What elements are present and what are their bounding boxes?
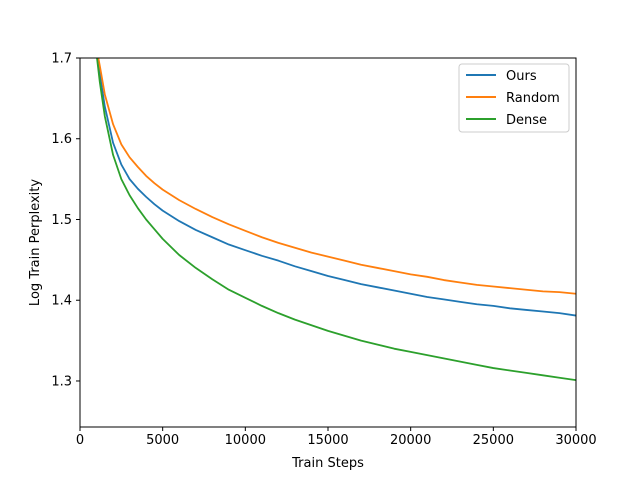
legend-label-dense: Dense [506,113,547,128]
x-tick-label: 5000 [146,433,179,448]
series-line-ours [96,58,576,317]
x-tick-label: 0 [76,433,84,448]
y-axis: 1.3 1.4 1.5 1.6 1.7 [51,52,80,389]
series-line-random [97,58,576,295]
x-axis: 0 5000 10000 15000 20000 25000 30000 [76,427,597,448]
series-line-dense [96,58,576,382]
y-tick-label: 1.4 [51,294,72,309]
legend-label-ours: Ours [506,69,537,84]
x-tick-label: 25000 [473,433,514,448]
y-tick-label: 1.3 [51,374,72,389]
legend-label-random: Random [506,91,560,106]
x-tick-label: 30000 [555,433,596,448]
series-layer [96,58,576,382]
y-tick-label: 1.6 [51,132,72,147]
y-axis-title: Log Train Perplexity [28,179,43,306]
x-tick-label: 15000 [307,433,348,448]
y-tick-label: 1.5 [51,213,72,228]
legend-box [458,63,570,133]
legend: Ours Random Dense [458,63,570,133]
x-tick-label: 10000 [225,433,266,448]
y-tick-label: 1.7 [51,52,72,67]
x-axis-title: Train Steps [291,456,364,471]
x-tick-label: 20000 [390,433,431,448]
